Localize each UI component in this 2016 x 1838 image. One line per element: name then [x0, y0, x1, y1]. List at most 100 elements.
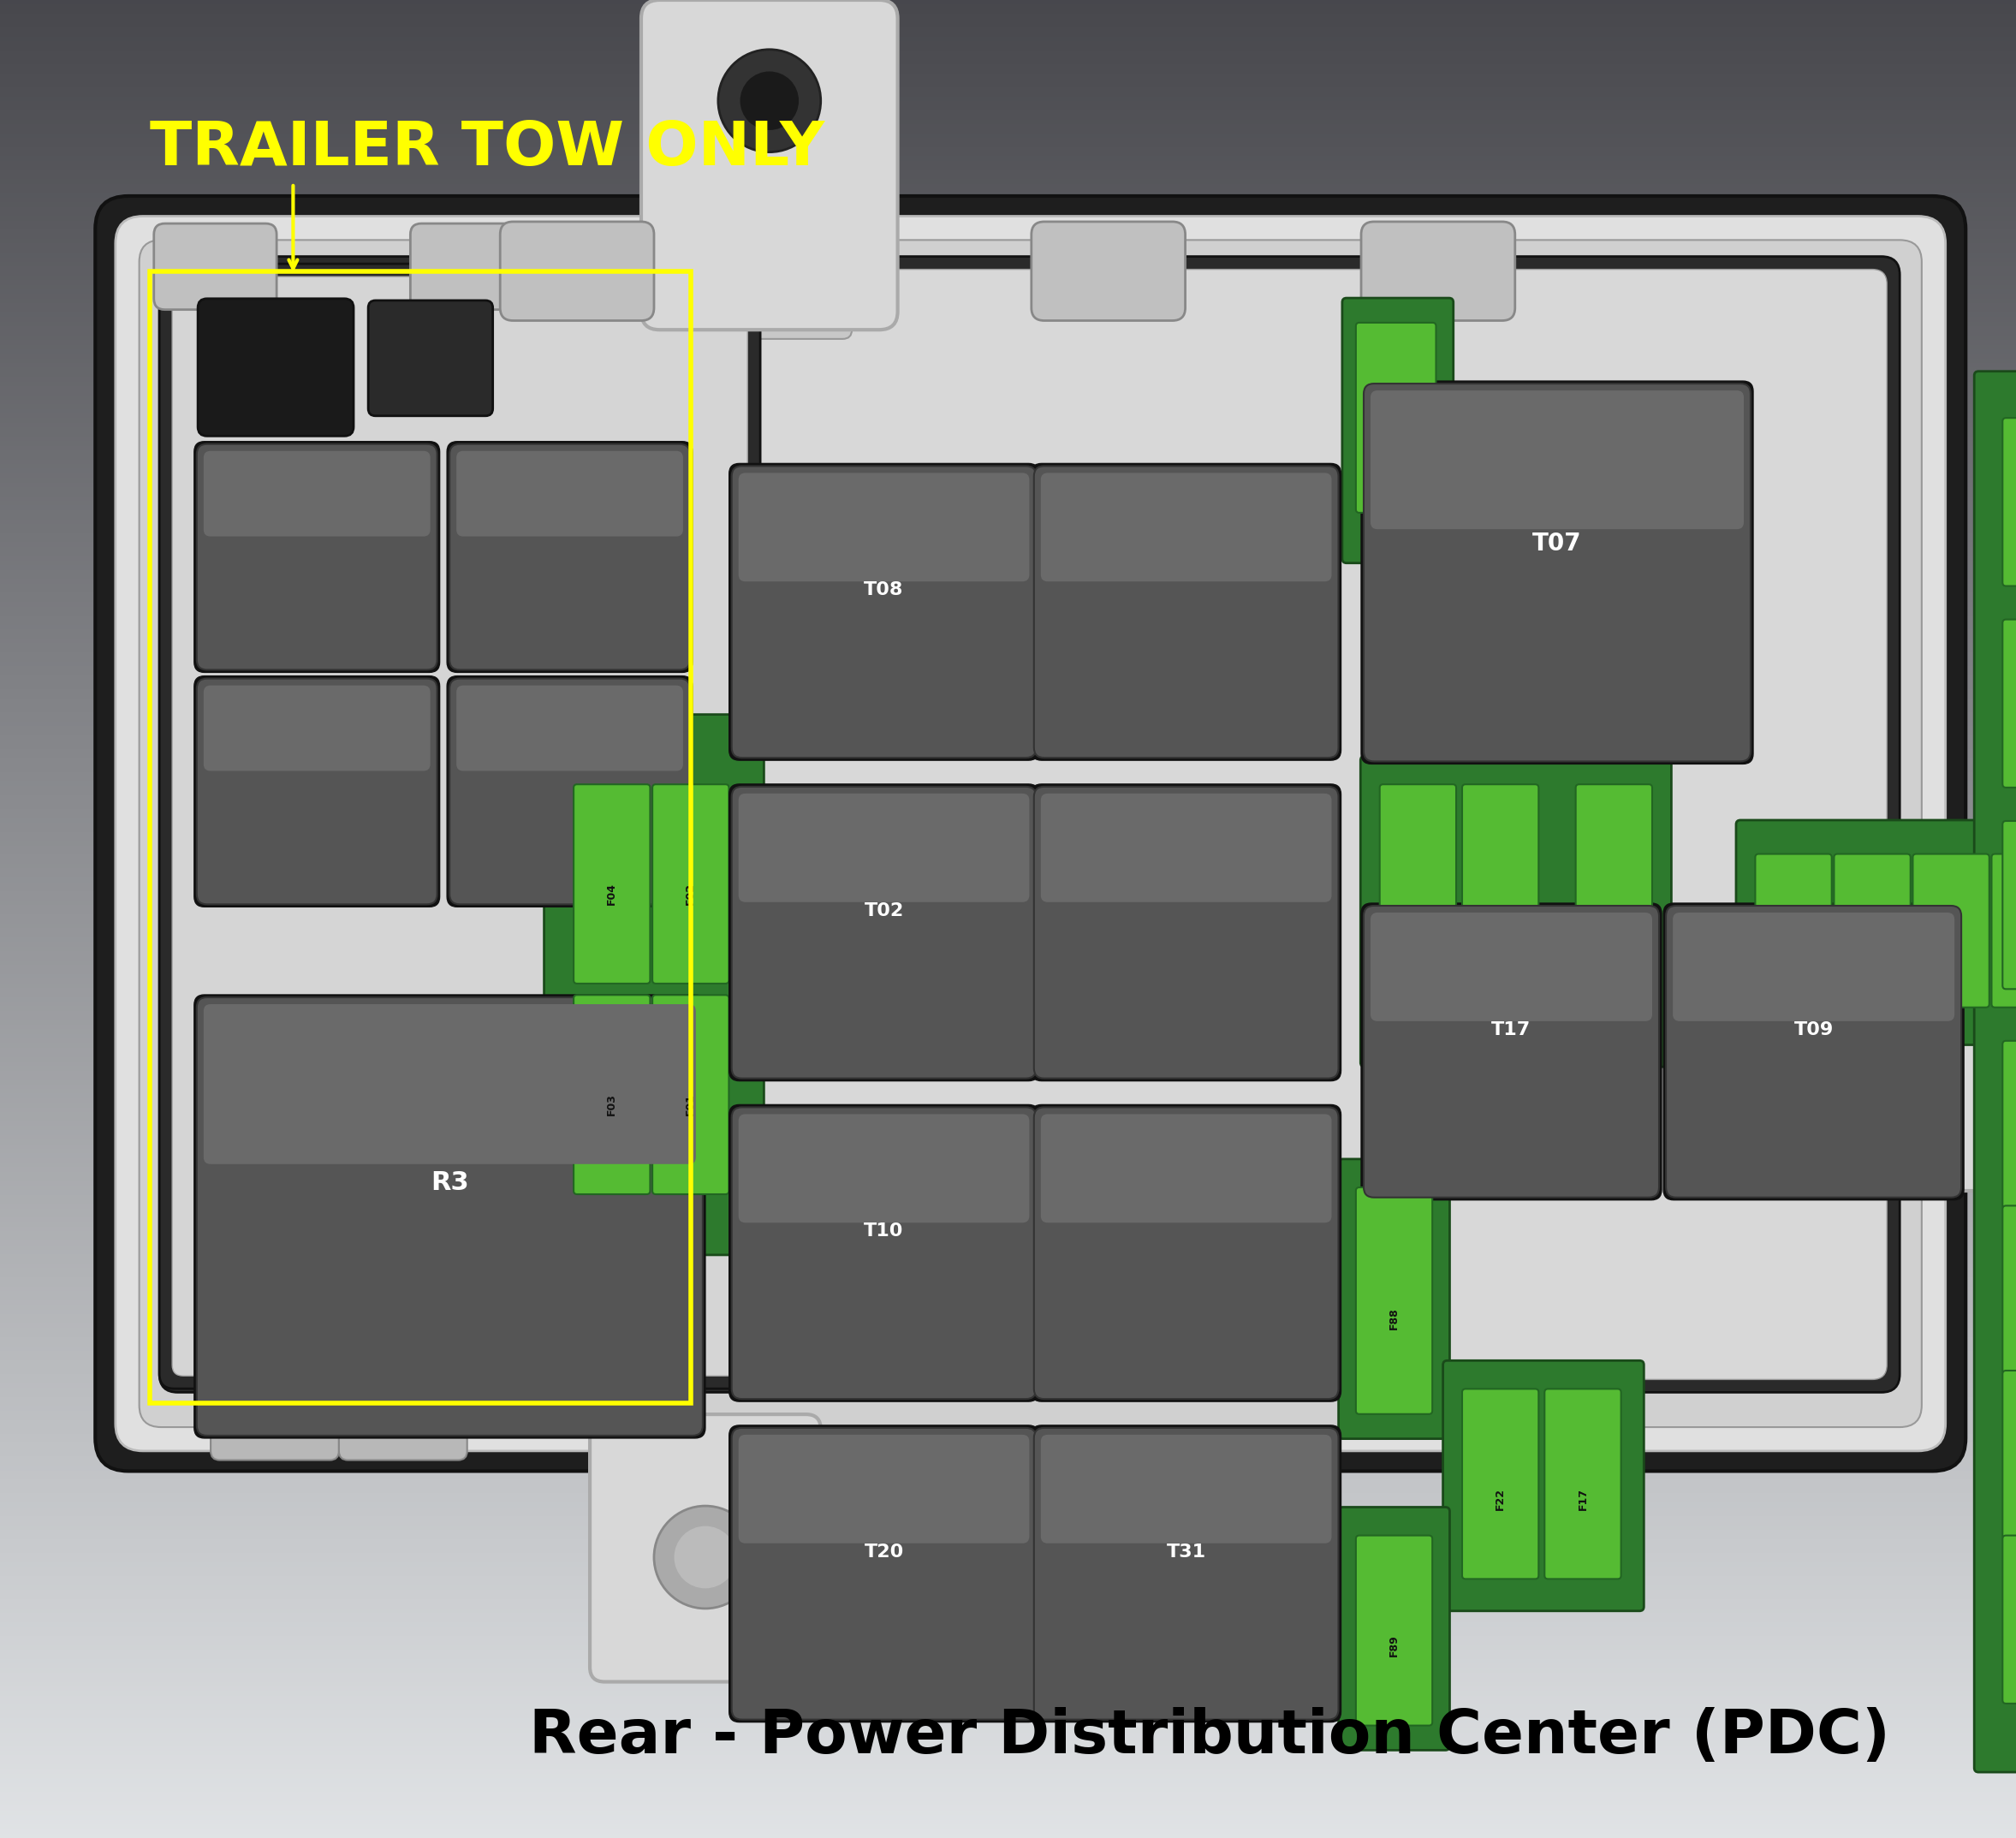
Bar — [0, 9, 2016, 13]
Bar — [0, 160, 2016, 165]
Bar — [0, 1314, 2016, 1320]
Bar — [0, 1603, 2016, 1608]
Bar — [0, 1673, 2016, 1676]
Circle shape — [673, 1526, 736, 1588]
Text: TRAILER TOW ONLY: TRAILER TOW ONLY — [151, 119, 825, 178]
Text: Rear - Power Distribution Center (PDC): Rear - Power Distribution Center (PDC) — [528, 1708, 1891, 1766]
Bar — [0, 1051, 2016, 1057]
Bar — [0, 483, 2016, 487]
Bar — [0, 1798, 2016, 1801]
Bar — [0, 1663, 2016, 1669]
Bar — [0, 1048, 2016, 1051]
FancyBboxPatch shape — [450, 445, 689, 669]
Bar — [0, 1682, 2016, 1687]
FancyBboxPatch shape — [1974, 371, 2016, 1772]
Bar — [0, 478, 2016, 483]
Bar — [0, 1829, 2016, 1834]
Bar — [0, 1614, 2016, 1617]
Bar — [0, 46, 2016, 50]
Text: T31: T31 — [1167, 1544, 1206, 1560]
Text: F20: F20 — [1947, 932, 1956, 952]
FancyBboxPatch shape — [198, 998, 704, 1435]
FancyBboxPatch shape — [1992, 855, 2016, 1007]
Text: R3: R3 — [431, 1171, 470, 1195]
Bar — [0, 68, 2016, 74]
Bar — [0, 520, 2016, 524]
Text: F18: F18 — [1609, 915, 1619, 937]
Bar — [0, 1167, 2016, 1173]
Bar — [0, 978, 2016, 983]
Bar — [0, 119, 2016, 125]
Bar — [0, 1158, 2016, 1162]
Bar — [0, 680, 2016, 684]
Bar — [0, 823, 2016, 827]
Bar — [0, 1434, 2016, 1437]
Bar — [0, 496, 2016, 500]
Bar — [0, 1456, 2016, 1461]
Bar — [0, 555, 2016, 561]
Bar — [0, 1287, 2016, 1290]
Bar — [0, 812, 2016, 818]
Bar — [0, 105, 2016, 110]
Bar — [0, 913, 2016, 919]
Bar — [0, 1296, 2016, 1301]
Bar — [0, 460, 2016, 463]
Bar — [0, 1548, 2016, 1553]
Bar — [0, 579, 2016, 583]
FancyBboxPatch shape — [456, 686, 683, 770]
FancyBboxPatch shape — [1032, 463, 1341, 761]
Bar — [0, 276, 2016, 279]
Bar — [0, 629, 2016, 634]
FancyBboxPatch shape — [198, 445, 437, 669]
Bar — [0, 40, 2016, 46]
Bar — [0, 1617, 2016, 1621]
Bar — [0, 1186, 2016, 1191]
Bar — [0, 267, 2016, 272]
Bar — [0, 781, 2016, 785]
FancyBboxPatch shape — [95, 197, 1966, 1470]
Bar — [0, 1437, 2016, 1443]
FancyBboxPatch shape — [732, 787, 1036, 1079]
Bar — [0, 928, 2016, 932]
Bar — [0, 542, 2016, 548]
Bar — [0, 652, 2016, 656]
Text: T20: T20 — [865, 1544, 903, 1560]
Bar — [0, 947, 2016, 952]
Bar — [0, 638, 2016, 643]
Bar — [0, 1020, 2016, 1026]
Bar — [0, 289, 2016, 294]
Bar — [0, 189, 2016, 193]
Bar — [0, 1103, 2016, 1106]
Bar — [0, 708, 2016, 713]
Bar — [0, 1709, 2016, 1715]
Bar — [0, 588, 2016, 592]
Bar — [0, 1467, 2016, 1470]
Bar — [0, 64, 2016, 68]
Bar — [0, 1577, 2016, 1581]
Bar — [0, 83, 2016, 86]
Bar — [0, 1301, 2016, 1305]
FancyBboxPatch shape — [204, 450, 429, 537]
Bar — [0, 1265, 2016, 1268]
Bar — [0, 1075, 2016, 1079]
Text: F23: F23 — [1413, 915, 1423, 937]
Bar — [0, 86, 2016, 92]
FancyBboxPatch shape — [1673, 913, 1954, 1022]
Bar — [0, 1130, 2016, 1134]
Bar — [0, 1590, 2016, 1595]
FancyBboxPatch shape — [575, 994, 649, 1195]
FancyBboxPatch shape — [1663, 902, 1964, 1200]
Bar — [0, 1231, 2016, 1237]
Bar — [0, 1057, 2016, 1061]
Bar — [0, 110, 2016, 114]
Bar — [0, 1787, 2016, 1792]
Bar — [0, 524, 2016, 529]
Bar — [0, 1448, 2016, 1452]
Bar — [0, 750, 2016, 754]
FancyBboxPatch shape — [194, 994, 706, 1437]
Bar — [0, 864, 2016, 868]
Bar — [0, 138, 2016, 143]
Bar — [0, 956, 2016, 959]
Bar — [0, 754, 2016, 757]
Bar — [0, 1038, 2016, 1042]
